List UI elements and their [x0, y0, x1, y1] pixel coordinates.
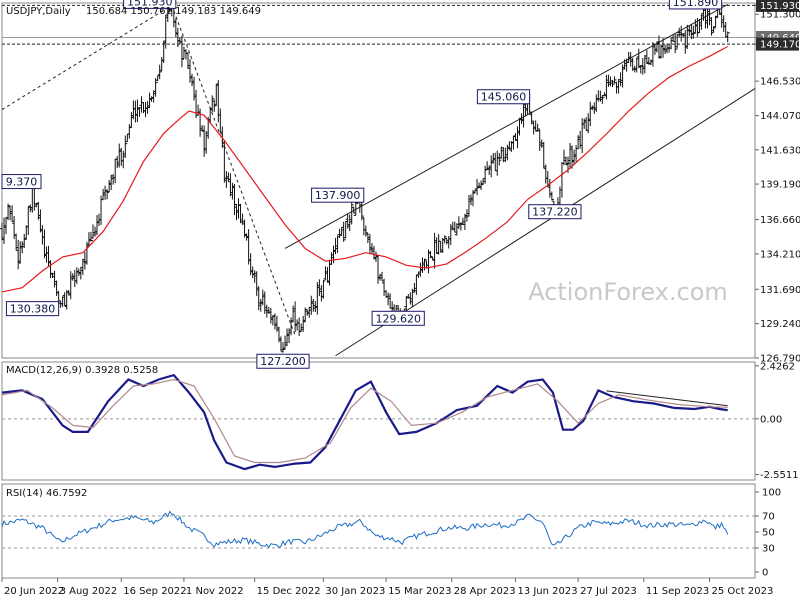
macd-y-tick-label: 0.00: [760, 414, 782, 425]
annotation-text: 137.900: [315, 189, 361, 202]
x-tick-label: 16 Sep 2022: [123, 586, 186, 597]
annotation-label: 127.200: [256, 353, 310, 369]
annotation-label: 9.370: [1, 174, 42, 190]
candle: [157, 64, 162, 80]
candle: [88, 231, 93, 242]
annotation-text: 145.060: [481, 91, 527, 104]
annotation-label: 137.220: [528, 204, 582, 220]
trendline-1: [284, 3, 728, 249]
x-tick-label: 11 Sep 2023: [646, 586, 709, 597]
candle: [179, 35, 184, 68]
watermark-text: ActionForex.com: [528, 278, 728, 306]
candle: [535, 123, 540, 132]
macd-y-tick-label: 2.4262: [760, 361, 795, 372]
candle: [153, 78, 158, 97]
candle: [610, 79, 615, 88]
candle: [600, 94, 605, 104]
candle: [6, 203, 11, 221]
macd-line: [1, 373, 728, 471]
x-tick-label: 1 Nov 2022: [186, 586, 244, 597]
trendline-4: [171, 5, 296, 336]
annotation-text: 151.930: [127, 0, 173, 8]
y-tick-label: 151.930: [760, 1, 800, 12]
candle: [341, 221, 346, 242]
y-tick-label: 126.790: [760, 354, 800, 365]
candle: [321, 280, 326, 299]
candle: [691, 25, 696, 39]
rsi-y-tick-label: 30: [762, 544, 775, 555]
candle: [725, 31, 730, 43]
rsi-pane-frame: [1, 483, 756, 579]
x-tick-label: 28 Apr 2023: [454, 586, 516, 597]
macd-y-tick-label: -2.5511: [760, 470, 799, 481]
annotation-text: 9.370: [6, 176, 38, 189]
annotation-label: 129.620: [371, 310, 425, 326]
y-tick-label: 139.190: [760, 180, 800, 191]
moving-average-line: [1, 45, 728, 293]
rsi-y-tick-label: 70: [762, 512, 775, 523]
candle: [471, 190, 476, 207]
candle: [497, 152, 502, 166]
price-pane-frame: [1, 2, 756, 359]
candle: [709, 17, 714, 36]
x-tick-label: 25 Oct 2023: [712, 586, 774, 597]
candle: [428, 251, 433, 259]
annotation-label: 137.900: [311, 187, 365, 203]
y-tick-label: 151.300: [760, 10, 800, 21]
x-tick-label: 3 Aug 2022: [60, 586, 118, 597]
candle: [359, 202, 364, 221]
annotation-label: 151.930: [123, 0, 177, 9]
y-tick-label: 149.170: [760, 40, 800, 51]
macd-title: MACD(12,26,9) 0.3928 0.5258: [6, 365, 158, 376]
y-tick-label: 136.660: [760, 215, 800, 226]
y-tick-label: 129.240: [760, 319, 800, 330]
candle: [210, 95, 215, 113]
y-tick-label: 141.630: [760, 145, 800, 156]
y-tick-label: 131.690: [760, 285, 800, 296]
annotation-label: 145.060: [476, 89, 531, 105]
candle: [458, 222, 463, 231]
macd-signal-line: [1, 378, 728, 464]
candle: [673, 33, 678, 54]
x-tick-label: 15 Dec 2022: [257, 586, 321, 597]
macd-pane-frame: [1, 361, 756, 481]
annotation-text: 129.620: [375, 312, 421, 325]
candle: [442, 235, 447, 244]
candle: [711, 26, 716, 33]
rsi-line: [1, 510, 729, 549]
candle: [105, 189, 110, 200]
annotation-text: 130.380: [10, 303, 56, 316]
rsi-y-tick-label: 0: [762, 568, 768, 579]
macd-trendline: [606, 390, 728, 407]
candle: [363, 225, 368, 237]
candle: [123, 135, 128, 158]
ohlc-readout: 150.684 150.761 149.183 149.649: [86, 6, 261, 17]
x-tick-label: 27 Jul 2023: [580, 586, 637, 597]
y-tick-label: 134.210: [760, 249, 800, 260]
rsi-y-tick-label: 100: [762, 488, 781, 499]
rsi-y-tick-label: 50: [762, 528, 775, 539]
rsi-title: RSI(14) 46.7592: [6, 488, 87, 499]
annotation-text: 137.220: [532, 206, 578, 219]
price-marker-box: [756, 37, 799, 51]
x-tick-label: 15 Mar 2023: [388, 586, 451, 597]
chart-title: USDJPY,Daily: [6, 6, 71, 17]
candle: [549, 191, 554, 201]
y-tick-label: 146.530: [760, 77, 800, 88]
candle: [612, 76, 617, 84]
x-tick-label: 13 Jun 2023: [517, 586, 577, 597]
candle: [349, 200, 354, 225]
annotation-label: 151.890: [668, 0, 723, 10]
x-tick-label: 30 Jan 2023: [325, 586, 385, 597]
price-marker-box: [756, 0, 799, 12]
annotation-text: 151.890: [673, 0, 719, 9]
annotation-label: 130.380: [5, 301, 60, 317]
y-tick-label: 144.070: [760, 111, 800, 122]
annotation-text: 127.200: [260, 355, 306, 368]
x-tick-label: 20 Jun 2022: [4, 586, 64, 597]
